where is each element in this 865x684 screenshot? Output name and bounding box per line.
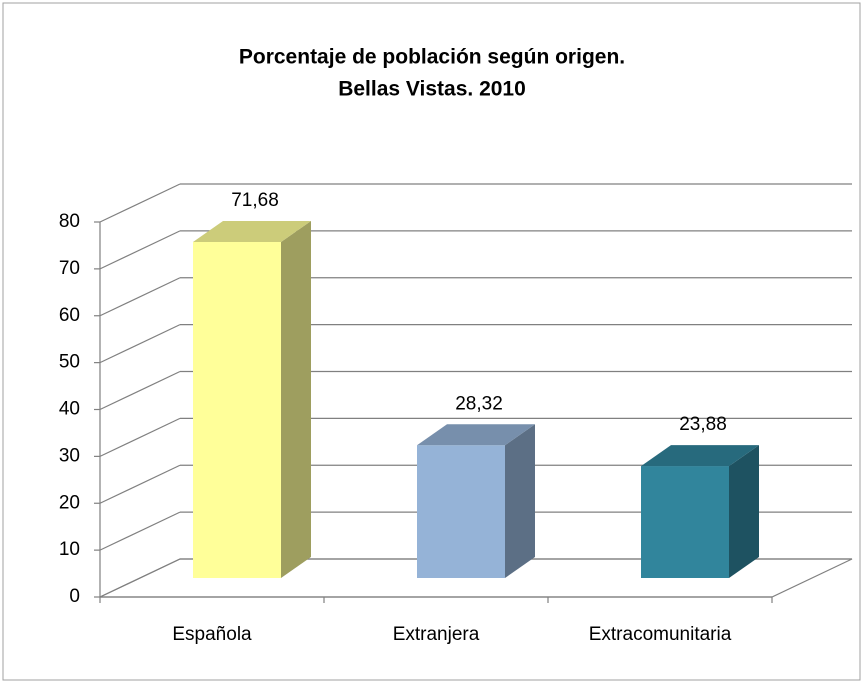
grid-line — [99, 183, 181, 223]
value-label: 28,32 — [455, 393, 503, 414]
grid-line — [99, 370, 181, 411]
x-tick-label: Extracomunitaria — [589, 624, 732, 645]
x-tick-label: Extranjera — [393, 624, 480, 645]
x-tick-label: Española — [172, 624, 252, 645]
grid-line — [99, 511, 181, 551]
y-tick-label: 20 — [59, 492, 80, 513]
bar-side — [505, 424, 535, 578]
y-tick-label: 10 — [59, 539, 80, 560]
y-tick-label: 30 — [59, 445, 80, 466]
y-tick-label: 50 — [59, 352, 80, 373]
value-label: 71,68 — [231, 190, 279, 211]
value-label: 23,88 — [679, 414, 727, 435]
bar-side — [281, 221, 311, 578]
bar-front — [193, 242, 281, 578]
chart-title: Bellas Vistas. 2010 — [338, 78, 526, 101]
bar-front — [417, 445, 505, 578]
grid-line — [99, 277, 181, 317]
bar-top — [417, 424, 535, 446]
chart-title: Porcentaje de población según origen. — [239, 46, 625, 69]
bar-side — [729, 445, 759, 578]
y-tick-label: 0 — [69, 586, 80, 607]
y-tick-label: 60 — [59, 305, 80, 326]
grid-line — [99, 230, 181, 270]
grid-line — [99, 558, 181, 598]
bar-front — [641, 466, 729, 578]
y-tick-label: 40 — [59, 399, 80, 420]
grid-line — [99, 464, 181, 504]
bar-top — [641, 445, 759, 467]
grid-line — [99, 324, 181, 364]
y-tick-label: 70 — [59, 258, 80, 279]
grid-line — [99, 417, 181, 457]
bar-top — [193, 221, 311, 242]
y-tick-label: 80 — [59, 211, 80, 232]
